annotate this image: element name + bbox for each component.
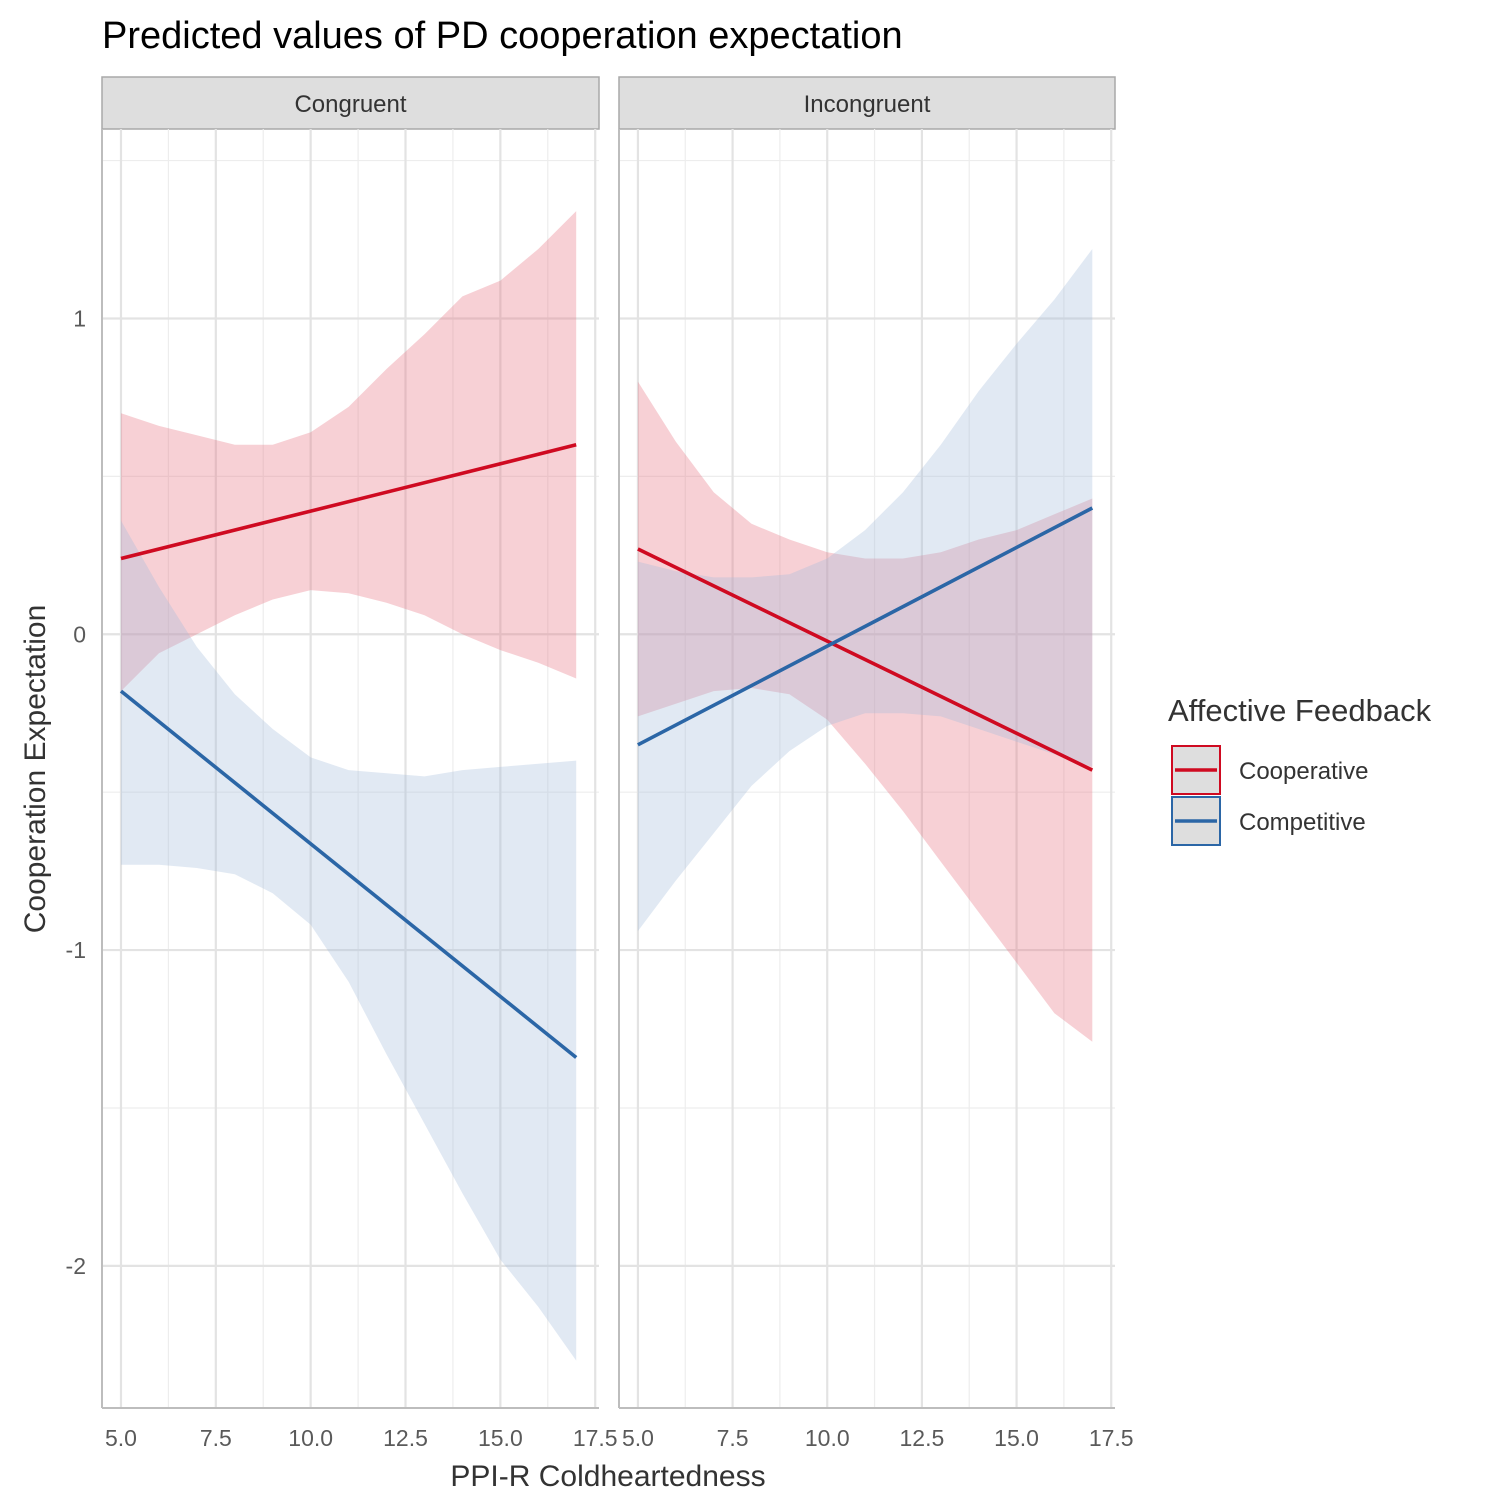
ci-band-competitive-congruent	[121, 520, 577, 1361]
line-competitive-congruent	[119, 689, 578, 1059]
x-ticks-congruent: 5.0 7.5 10.0 12.5 15.0 17.5	[105, 1425, 618, 1451]
chart-title: Predicted values of PD cooperation expec…	[102, 15, 903, 57]
bands-congruent	[121, 211, 577, 1361]
panel-congruent: Congruent 5.0 7.5 10.0 12.5 15.0 17.5	[101, 76, 618, 1451]
line-cooperative-incongruent	[637, 547, 1094, 772]
x-axis-title: PPI-R Coldheartedness	[450, 1460, 765, 1493]
ci-band-cooperative-incongruent	[637, 381, 1093, 1042]
line-competitive-incongruent	[637, 506, 1094, 747]
legend-entry-cooperative: Cooperative	[1171, 745, 1368, 795]
lines-incongruent	[637, 506, 1094, 772]
x-tick-label: 10.0	[805, 1425, 850, 1451]
legend-title: Affective Feedback	[1168, 693, 1432, 728]
x-tick-label: 12.5	[383, 1425, 428, 1451]
x-ticks-incongruent: 5.0 7.5 10.0 12.5 15.0 17.5	[622, 1425, 1134, 1451]
x-tick-label: 12.5	[900, 1425, 945, 1451]
x-tick-label: 7.5	[200, 1425, 232, 1451]
x-tick-label: 10.0	[288, 1425, 333, 1451]
x-tick-label: 17.5	[573, 1425, 618, 1451]
panel-incongruent: Incongruent 5.0 7.5 10.0 12.5 15.0 17.5	[618, 76, 1134, 1451]
line-cooperative-congruent	[120, 443, 577, 561]
strip-incongruent	[618, 76, 1116, 130]
strip-label-congruent: Congruent	[294, 91, 406, 118]
legend-entry-competitive: Competitive	[1171, 796, 1366, 846]
x-tick-label: 17.5	[1089, 1425, 1134, 1451]
legend-label-competitive: Competitive	[1239, 809, 1366, 836]
ci-band-competitive-incongruent	[637, 249, 1093, 932]
strip-label-incongruent: Incongruent	[804, 91, 931, 118]
y-axis-title: Cooperation Expectation	[19, 605, 52, 934]
strip-congruent	[101, 76, 600, 130]
ci-band-cooperative-congruent	[121, 211, 577, 692]
x-tick-label: 15.0	[994, 1425, 1039, 1451]
y-tick-label: -2	[66, 1253, 86, 1279]
lines-congruent	[119, 443, 578, 1059]
bands-incongruent	[637, 249, 1093, 1042]
y-axis-ticks: 1 0 -1 -2	[66, 305, 86, 1278]
x-tick-label: 5.0	[105, 1425, 137, 1451]
grid-congruent	[101, 129, 599, 1409]
y-tick-label: 1	[73, 305, 86, 331]
y-tick-label: 0	[73, 621, 86, 647]
x-tick-label: 15.0	[478, 1425, 523, 1451]
x-tick-label: 5.0	[622, 1425, 654, 1451]
x-tick-label: 7.5	[717, 1425, 749, 1451]
grid-incongruent	[618, 129, 1115, 1409]
legend: Affective Feedback Cooperative Competiti…	[1168, 693, 1432, 846]
legend-label-cooperative: Cooperative	[1239, 758, 1368, 785]
y-tick-label: -1	[66, 937, 86, 963]
